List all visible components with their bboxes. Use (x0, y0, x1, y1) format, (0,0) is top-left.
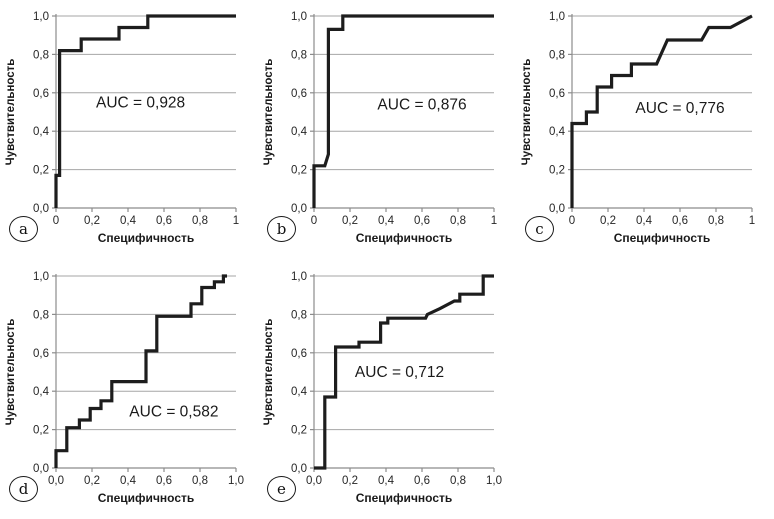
roc-panel-c: 0 0,0 0,2 0,2 0,4 0,4 0,6 0,6 0,8 0,8 1 1,0 Специфич… (516, 0, 774, 260)
roc-panel-e: 0,0 0,0 0,2 0,2 0,4 0,4 0,6 0,6 0,8 0,8 1,0 1,0 Спец… (258, 260, 516, 519)
svg-text:Чувствительность: Чувствительность (521, 59, 533, 166)
svg-text:0,6: 0,6 (33, 88, 49, 100)
svg-text:0,0: 0,0 (48, 475, 64, 487)
svg-text:1: 1 (491, 215, 497, 227)
svg-text:0,8: 0,8 (291, 309, 307, 321)
panel-letter-badge-d: d (9, 476, 38, 502)
svg-text:0,4: 0,4 (120, 215, 137, 227)
svg-text:0,8: 0,8 (450, 475, 466, 487)
svg-text:0,8: 0,8 (450, 215, 466, 227)
svg-text:0,6: 0,6 (33, 348, 49, 360)
svg-text:0,2: 0,2 (600, 215, 616, 227)
svg-text:0: 0 (569, 215, 575, 227)
svg-text:0,4: 0,4 (291, 386, 308, 398)
svg-text:AUC = 0,776: AUC = 0,776 (635, 100, 724, 117)
svg-text:0,6: 0,6 (414, 215, 430, 227)
svg-text:1: 1 (233, 215, 239, 227)
roc-panel-d: 0,0 0,0 0,2 0,2 0,4 0,4 0,6 0,6 0,8 0,8 1,0 1,0 Спец… (0, 260, 258, 519)
svg-text:0,0: 0,0 (291, 203, 307, 215)
svg-text:0,4: 0,4 (291, 126, 308, 138)
panel-letter-badge-a: a (9, 216, 38, 242)
svg-text:0,8: 0,8 (33, 49, 49, 61)
svg-text:0,4: 0,4 (120, 475, 137, 487)
svg-text:Чувствительность: Чувствительность (5, 59, 17, 166)
svg-text:0,6: 0,6 (291, 348, 307, 360)
svg-text:0,6: 0,6 (156, 215, 172, 227)
svg-text:0,8: 0,8 (291, 49, 307, 61)
svg-text:0,6: 0,6 (156, 475, 172, 487)
svg-text:1,0: 1,0 (33, 271, 49, 283)
svg-text:0,4: 0,4 (33, 126, 50, 138)
svg-text:AUC = 0,876: AUC = 0,876 (377, 96, 466, 113)
svg-text:0,6: 0,6 (672, 215, 688, 227)
svg-text:0,4: 0,4 (33, 386, 50, 398)
svg-text:0,8: 0,8 (549, 49, 565, 61)
svg-text:Специфичность: Специфичность (98, 231, 195, 245)
panel-letter-badge-e: e (267, 476, 296, 502)
svg-text:Чувствительность: Чувствительность (263, 59, 275, 166)
svg-text:Специфичность: Специфичность (614, 231, 711, 245)
svg-text:0,6: 0,6 (414, 475, 430, 487)
svg-text:0,0: 0,0 (291, 463, 307, 475)
svg-text:1: 1 (749, 215, 755, 227)
svg-text:0,8: 0,8 (33, 309, 49, 321)
svg-text:AUC = 0,712: AUC = 0,712 (355, 364, 444, 381)
svg-text:0,0: 0,0 (33, 463, 49, 475)
roc-panel-b: 0 0,0 0,2 0,2 0,4 0,4 0,6 0,6 0,8 0,8 1 1,0 Специфич… (258, 0, 516, 260)
roc-chart-d: 0,00,0 0,2 0,2 0,4 0,4 0,6 0,6 0,8 0,8 1,0 1,0 Спец… (5, 271, 244, 505)
svg-text:0,8: 0,8 (192, 215, 208, 227)
svg-text:0,2: 0,2 (84, 475, 100, 487)
svg-text:Специфичность: Специфичность (356, 231, 453, 245)
svg-text:0,4: 0,4 (549, 126, 566, 138)
svg-text:Специфичность: Специфичность (98, 491, 195, 505)
svg-text:1,0: 1,0 (33, 11, 49, 23)
svg-text:0,2: 0,2 (33, 425, 49, 437)
roc-chart-c: 0 0,0 0,2 0,2 0,4 0,4 0,6 0,6 0,8 0,8 1 1,0 Специфич… (521, 11, 755, 245)
svg-text:0,8: 0,8 (708, 215, 724, 227)
svg-text:0,2: 0,2 (291, 425, 307, 437)
svg-text:0: 0 (53, 215, 59, 227)
roc-panel-a: 0 0,0 0,2 0,2 0,4 0,4 0,6 0,6 0,8 0,8 1 1,0 Специфич… (0, 0, 258, 260)
svg-text:0,2: 0,2 (84, 215, 100, 227)
svg-text:0,2: 0,2 (549, 165, 565, 177)
svg-text:1,0: 1,0 (228, 475, 244, 487)
svg-text:0,2: 0,2 (291, 165, 307, 177)
svg-text:0: 0 (311, 215, 317, 227)
empty-cell (516, 260, 774, 519)
panel-letter-badge-c: c (525, 216, 554, 242)
svg-text:1,0: 1,0 (549, 11, 565, 23)
svg-text:AUC = 0,582: AUC = 0,582 (129, 403, 218, 420)
svg-text:0,2: 0,2 (342, 215, 358, 227)
svg-text:0,0: 0,0 (549, 203, 565, 215)
svg-text:0,0: 0,0 (306, 475, 322, 487)
roc-chart-b: 0 0,0 0,2 0,2 0,4 0,4 0,6 0,6 0,8 0,8 1 1,0 Специфич… (263, 11, 497, 245)
svg-text:0,4: 0,4 (378, 475, 395, 487)
roc-chart-a: 0 0,0 0,2 0,2 0,4 0,4 0,6 0,6 0,8 0,8 1 1,0 Специфич… (5, 11, 239, 245)
svg-text:1,0: 1,0 (291, 271, 307, 283)
svg-text:0,4: 0,4 (636, 215, 653, 227)
svg-text:0,8: 0,8 (192, 475, 208, 487)
svg-text:0,6: 0,6 (291, 88, 307, 100)
svg-text:Чувствительность: Чувствительность (5, 319, 17, 426)
roc-chart-e: 0,00,0 0,2 0,2 0,4 0,4 0,6 0,6 0,8 0,8 1,0 1,0 Спец… (263, 271, 502, 505)
svg-text:0,2: 0,2 (33, 165, 49, 177)
svg-text:Специфичность: Специфичность (356, 491, 453, 505)
panel-letter-badge-b: b (267, 216, 296, 242)
svg-text:1,0: 1,0 (291, 11, 307, 23)
svg-text:0,6: 0,6 (549, 88, 565, 100)
svg-text:Чувствительность: Чувствительность (263, 319, 275, 426)
svg-text:AUC = 0,928: AUC = 0,928 (96, 94, 185, 111)
svg-text:1,0: 1,0 (486, 475, 502, 487)
svg-text:0,2: 0,2 (342, 475, 358, 487)
svg-text:0,0: 0,0 (33, 203, 49, 215)
svg-text:0,4: 0,4 (378, 215, 395, 227)
